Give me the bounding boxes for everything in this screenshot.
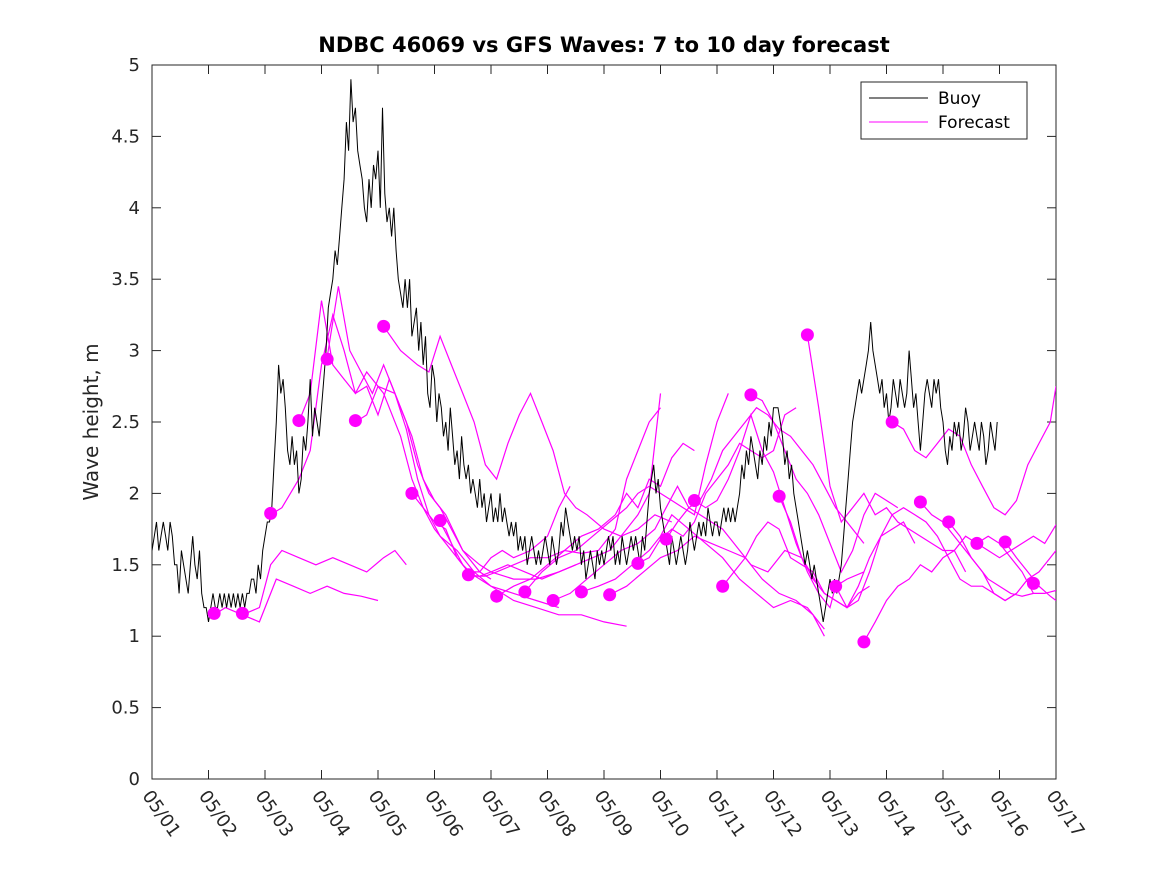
legend: Buoy Forecast: [860, 81, 1028, 140]
y-tick-label: 0: [129, 769, 140, 790]
forecast-marker: [405, 486, 419, 500]
forecast-marker: [772, 489, 786, 503]
forecast-line: [326, 286, 577, 580]
y-tick-label: 2: [129, 483, 140, 504]
y-tick-label: 3.5: [111, 269, 140, 290]
forecast-marker: [518, 585, 532, 599]
x-tick-label: 05/02: [194, 787, 241, 842]
forecast-line: [496, 442, 695, 597]
forecast-marker: [744, 388, 758, 402]
x-tick-label: 05/03: [251, 787, 298, 842]
forecast-line: [948, 521, 1056, 602]
legend-box: [860, 81, 1028, 140]
buoy-line: [152, 79, 998, 622]
forecast-line: [581, 513, 825, 630]
forecast-marker: [829, 579, 843, 593]
y-tick-label: 2.5: [111, 412, 140, 433]
forecast-line: [524, 393, 729, 593]
forecast-line: [891, 386, 1056, 516]
x-tick-label: 05/10: [646, 787, 693, 842]
x-tick-label: 05/09: [590, 787, 637, 842]
forecast-marker: [574, 585, 588, 599]
forecast-marker: [348, 414, 362, 428]
legend-label-forecast: Forecast: [938, 113, 1010, 133]
forecast-marker: [913, 495, 927, 509]
forecast-line: [609, 535, 825, 637]
forecast-marker: [885, 415, 899, 429]
x-tick-label: 05/14: [872, 787, 919, 842]
forecast-line: [806, 334, 967, 573]
forecast-marker: [603, 588, 617, 602]
forecast-line: [976, 524, 1056, 559]
x-tick-label: 05/11: [703, 787, 750, 842]
y-tick-label: 4: [129, 198, 140, 219]
y-tick-label: 3: [129, 341, 140, 362]
forecast-marker: [461, 568, 475, 582]
forecast-marker: [377, 319, 391, 333]
x-tick-label: 05/08: [533, 787, 580, 842]
forecast-marker: [490, 589, 504, 603]
x-tick-label: 05/06: [420, 787, 467, 842]
forecast-line: [355, 385, 627, 627]
legend-label-buoy: Buoy: [938, 89, 981, 109]
forecast-marker: [320, 352, 334, 366]
y-tick-label: 5: [129, 55, 140, 76]
forecast-marker: [998, 535, 1012, 549]
forecast-line: [750, 394, 899, 574]
y-axis: 0 0.5 1 1.5 2 2.5 3 3.5 4 4.5 5: [111, 55, 1056, 790]
forecast-marker: [235, 606, 249, 620]
x-tick-label: 05/15: [929, 787, 976, 842]
y-tick-label: 4.5: [111, 126, 140, 147]
x-tick-label: 05/05: [364, 787, 411, 842]
forecast-marker: [942, 515, 956, 529]
forecast-marker: [433, 514, 447, 528]
y-tick-label: 0.5: [111, 698, 140, 719]
forecast-line: [270, 312, 492, 580]
forecast-marker: [264, 506, 278, 520]
forecast-marker: [970, 536, 984, 550]
forecast-marker: [207, 606, 221, 620]
forecast-marker: [800, 328, 814, 342]
x-tick-label: 05/13: [816, 787, 863, 842]
forecast-marker: [716, 579, 730, 593]
x-tick-label: 05/01: [138, 787, 185, 842]
x-tick-label: 05/16: [985, 787, 1032, 842]
forecast-marker: [546, 594, 560, 607]
forecast-line: [242, 578, 379, 623]
forecast-line: [863, 535, 1034, 643]
series-layer: [152, 79, 1056, 649]
forecast-marker: [857, 635, 871, 649]
x-tick-label: 05/12: [759, 787, 806, 842]
y-axis-title: Wave height, m: [79, 343, 103, 500]
x-tick-label: 05/17: [1042, 787, 1089, 842]
forecast-marker: [1026, 576, 1040, 590]
forecast-marker: [292, 414, 306, 428]
forecast-line: [468, 393, 662, 580]
forecast-line: [383, 325, 673, 537]
forecast-marker: [687, 494, 701, 508]
x-tick-label: 05/07: [477, 787, 524, 842]
forecast-marker: [659, 532, 673, 546]
y-tick-label: 1.5: [111, 555, 140, 576]
x-tick-label: 05/04: [307, 787, 354, 842]
chart-title: NDBC 46069 vs GFS Waves: 7 to 10 day for…: [318, 33, 889, 57]
plot-area: [151, 64, 1057, 780]
forecast-marker: [631, 556, 645, 570]
forecast-line: [835, 506, 1017, 609]
y-tick-label: 1: [129, 626, 140, 647]
